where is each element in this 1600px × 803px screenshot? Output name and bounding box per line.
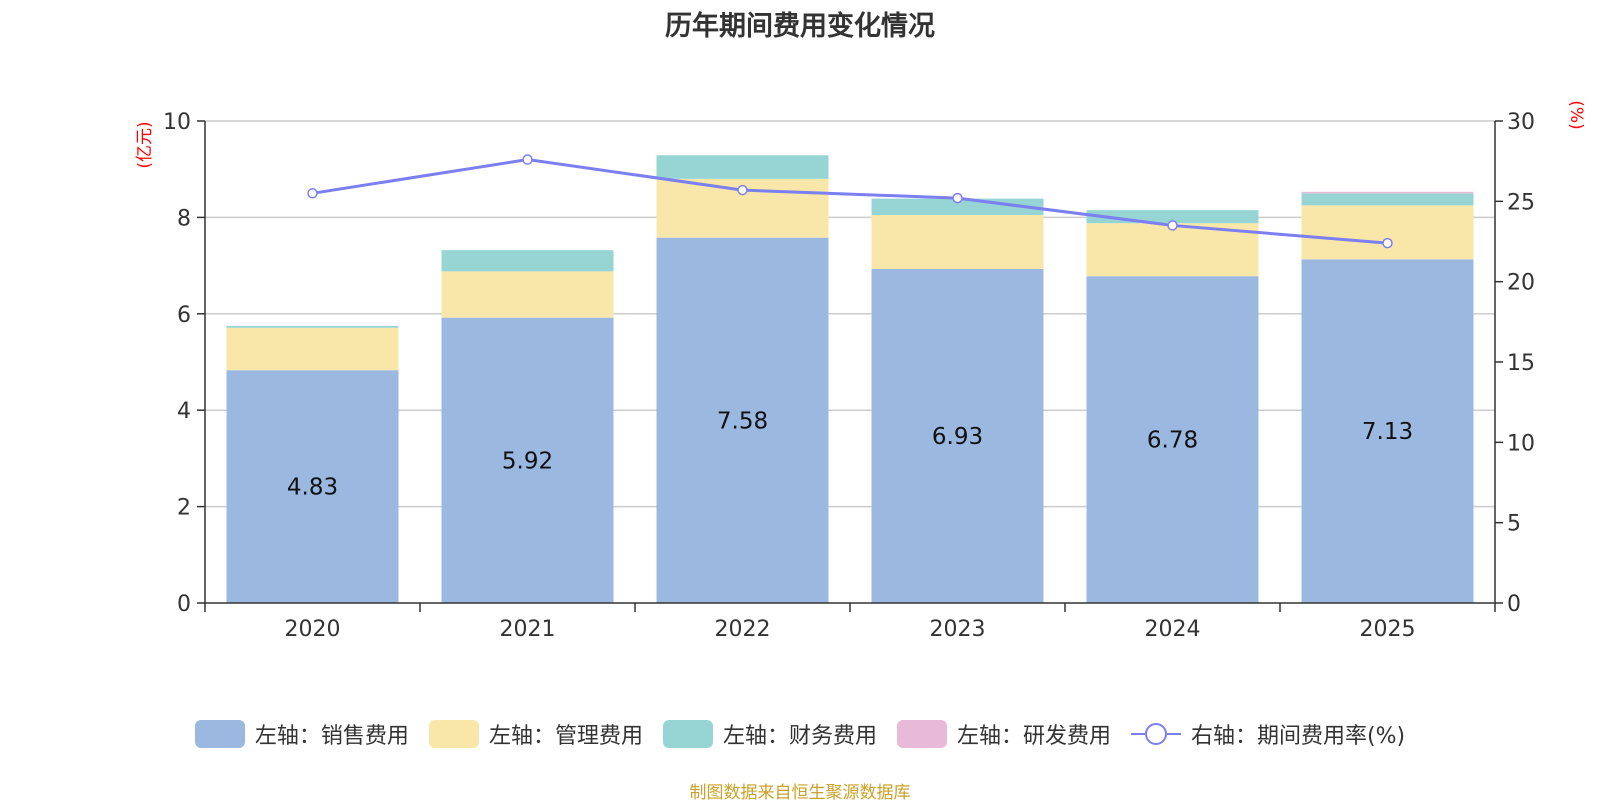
bar-sales — [1086, 276, 1259, 603]
right-axis-tick-label: 15 — [1507, 351, 1535, 376]
rate-line-path — [312, 158, 1388, 245]
right-axis-unit-label: (%) — [1566, 100, 1586, 129]
x-axis-tick-label: 2022 — [715, 617, 771, 642]
rate-line — [307, 154, 1393, 249]
rate-point — [737, 184, 748, 196]
legend-item-sales[interactable]: 左轴：销售费用 — [194, 718, 409, 750]
bar-finance — [441, 250, 614, 272]
legend: 左轴：销售费用 左轴：管理费用 左轴：财务费用 左轴：研发费用 右轴：期间费用率… — [0, 718, 1600, 750]
bar-value-label: 7.58 — [717, 408, 768, 434]
left-axis-tick-label: 6 — [177, 303, 191, 328]
legend-item-rnd[interactable]: 左轴：研发费用 — [896, 718, 1111, 750]
bars — [226, 155, 1474, 604]
bar-sales — [226, 370, 399, 603]
bar-finance — [656, 155, 829, 179]
bar-rnd — [1301, 191, 1474, 194]
right-axis-tick-label: 20 — [1507, 271, 1535, 296]
legend-swatch-rate-icon — [1130, 723, 1181, 745]
source-note: 制图数据来自恒生聚源数据库 — [689, 783, 911, 803]
rate-point — [952, 192, 963, 204]
bar-value-label: 7.13 — [1362, 419, 1413, 445]
bar-admin — [226, 327, 399, 371]
chart-title: 历年期间费用变化情况 — [665, 11, 935, 42]
left-axis-tick-label: 2 — [177, 496, 191, 521]
grid-lines — [205, 120, 1495, 508]
bar-admin — [871, 214, 1044, 269]
data-labels: 4.83 5.92 7.58 6.93 6.78 7.13 — [287, 408, 1413, 500]
bar-value-label: 6.78 — [1147, 428, 1198, 454]
left-axis-tick-label: 4 — [177, 399, 191, 424]
rate-point — [1167, 220, 1178, 231]
right-axis-tick-label: 5 — [1507, 512, 1521, 537]
rate-point — [522, 154, 533, 165]
legend-swatch-rnd — [896, 720, 947, 748]
legend-label-rate: 右轴：期间费用率(%) — [1190, 724, 1406, 749]
left-axis-tick-label: 8 — [177, 206, 191, 231]
right-axis-tick-label: 10 — [1507, 431, 1535, 456]
bar-sales — [871, 268, 1044, 603]
legend-label-sales: 左轴：销售费用 — [254, 724, 409, 749]
left-axis-tick-label: 0 — [177, 592, 191, 617]
x-axis-tick-label: 2024 — [1145, 617, 1201, 642]
legend-label-finance: 左轴：财务费用 — [722, 724, 877, 749]
x-axis-tick-label: 2025 — [1360, 617, 1416, 642]
right-axis-tick-label: 30 — [1507, 110, 1535, 135]
x-axis-tick-label: 2021 — [500, 617, 556, 642]
legend-label-rnd: 左轴：研发费用 — [956, 724, 1111, 749]
bar-value-label: 4.83 — [287, 475, 338, 501]
rate-point — [307, 188, 318, 199]
x-axis-tick-label: 2023 — [930, 617, 986, 642]
bar-value-label: 5.92 — [502, 448, 553, 474]
rate-point — [1382, 237, 1393, 249]
right-axis-tick-label: 25 — [1507, 190, 1535, 215]
legend-label-admin: 左轴：管理费用 — [488, 724, 643, 749]
bar-sales — [656, 237, 829, 604]
bar-admin — [1301, 205, 1474, 260]
legend-item-finance[interactable]: 左轴：财务费用 — [662, 718, 877, 750]
left-axis-tick-label: 10 — [163, 110, 191, 135]
bar-sales — [441, 317, 614, 603]
legend-swatch-admin — [428, 720, 479, 748]
bar-value-label: 6.93 — [932, 424, 983, 450]
left-axis-unit-label: (亿元) — [135, 121, 155, 168]
right-axis-tick-label: 0 — [1507, 592, 1521, 617]
bar-finance — [226, 325, 399, 328]
legend-swatch-finance — [662, 720, 713, 748]
bar-admin — [1086, 223, 1259, 277]
x-axis-tick-label: 2020 — [285, 617, 341, 642]
bar-admin — [441, 271, 614, 318]
bar-sales — [1301, 259, 1474, 603]
bar-finance — [1301, 193, 1474, 206]
legend-item-rate[interactable]: 右轴：期间费用率(%) — [1130, 718, 1406, 750]
legend-item-admin[interactable]: 左轴：管理费用 — [428, 718, 643, 750]
legend-swatch-sales — [194, 720, 245, 748]
